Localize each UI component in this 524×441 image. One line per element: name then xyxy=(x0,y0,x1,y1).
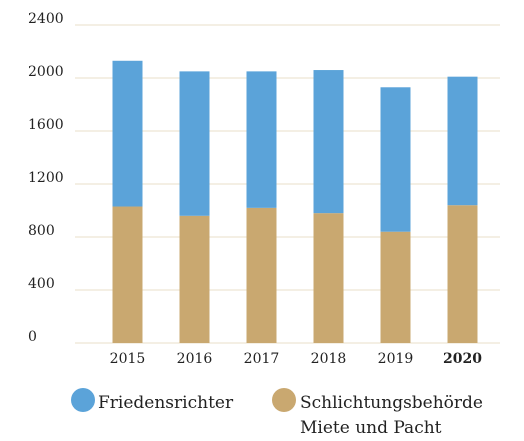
y-tick-label: 400 xyxy=(28,276,55,292)
chart: 0 400 800 1200 1600 2000 2400 2015 2016 2017 2018 2… xyxy=(28,11,500,367)
y-tick-label: 2400 xyxy=(28,11,64,27)
y-tick-label: 1600 xyxy=(28,117,64,133)
x-tick-label: 2019 xyxy=(378,351,414,367)
legend-label: Friedensrichter xyxy=(98,393,234,413)
bar-segment xyxy=(112,60,143,207)
bar-segment xyxy=(380,231,411,343)
bar-segment xyxy=(380,87,411,232)
y-tick-label: 800 xyxy=(28,223,55,239)
bar-segment xyxy=(313,70,344,214)
y-tick-label: 2000 xyxy=(28,64,64,80)
legend-swatch xyxy=(272,388,296,412)
legend-swatch xyxy=(71,388,95,412)
x-tick-label: 2016 xyxy=(177,351,213,367)
bar-segment xyxy=(246,207,277,343)
bar-segment xyxy=(246,71,277,208)
bar-segment xyxy=(313,213,344,343)
y-tick-label: 0 xyxy=(28,329,37,345)
y-tick-label: 1200 xyxy=(28,170,64,186)
bar-segment xyxy=(447,76,478,206)
x-tick-label: 2015 xyxy=(110,351,146,367)
x-tick-label: 2017 xyxy=(244,351,280,367)
x-tick-label: 2020 xyxy=(443,351,482,367)
bar-segment xyxy=(179,71,210,216)
x-tick-label: 2018 xyxy=(311,351,347,367)
bar-segment xyxy=(179,215,210,343)
bar-segment xyxy=(447,205,478,343)
legend-label: Schlichtungsbehörde Miete und Pacht xyxy=(300,393,483,438)
bar-segment xyxy=(112,206,143,343)
